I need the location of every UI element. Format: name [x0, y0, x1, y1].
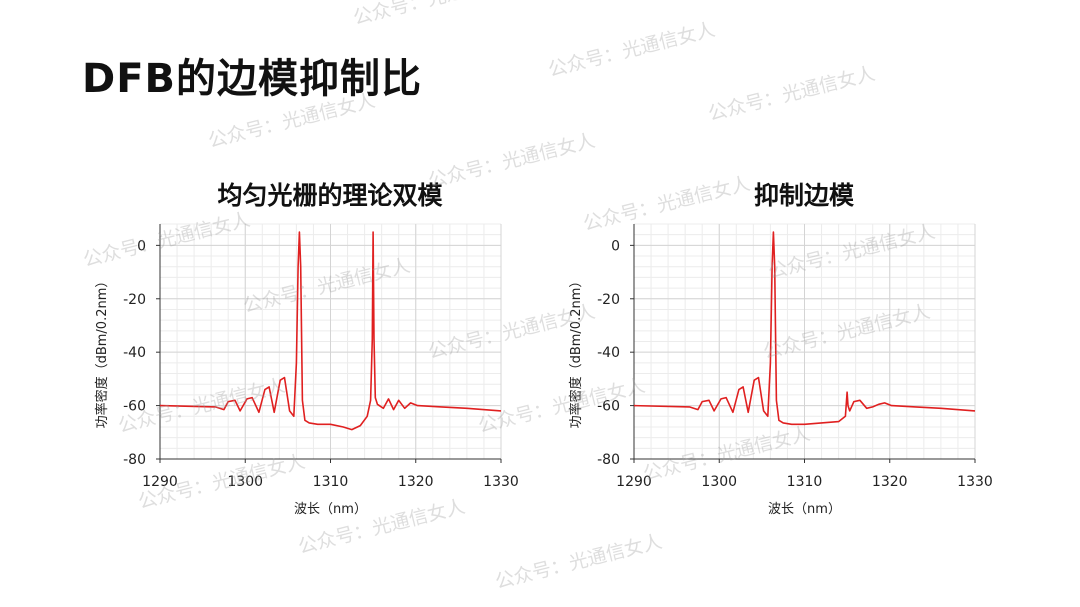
- x-tick-label: 1300: [227, 474, 263, 490]
- chart-title-right: 抑制边模: [753, 181, 854, 210]
- chart-title-left: 均匀光栅的理论双模: [217, 181, 443, 210]
- y-tick-label: 0: [137, 238, 146, 254]
- x-axis-label-right: 波长（nm）: [768, 502, 841, 517]
- y-tick-label: -80: [123, 452, 146, 468]
- x-tick-label: 1290: [616, 474, 652, 490]
- x-tick-label: 1310: [787, 474, 823, 490]
- x-axis-label-left: 波长（nm）: [294, 502, 367, 517]
- spectrum-line-right: [633, 231, 976, 426]
- x-tick-label: 1320: [398, 474, 434, 490]
- y-axis-label-left: 功率密度（dBm/0.2nm）: [94, 275, 110, 429]
- y-tick-label: 0: [611, 238, 620, 254]
- spectrum-line-left: [159, 231, 502, 431]
- slide-title: DFB的边模抑制比: [82, 56, 423, 102]
- x-tick-label: 1300: [701, 474, 737, 490]
- x-tick-label: 1290: [142, 474, 178, 490]
- y-tick-label: -60: [123, 399, 146, 415]
- y-tick-label: -20: [123, 292, 146, 308]
- x-tick-label: 1330: [483, 474, 519, 490]
- y-tick-label: -40: [123, 345, 146, 361]
- y-tick-label: -20: [597, 292, 620, 308]
- y-tick-label: -60: [597, 399, 620, 415]
- x-tick-label: 1320: [872, 474, 908, 490]
- x-tick-label: 1310: [313, 474, 349, 490]
- y-axis-label-right: 功率密度（dBm/0.2nm）: [568, 275, 584, 429]
- y-tick-label: -40: [597, 345, 620, 361]
- y-tick-label: -80: [597, 452, 620, 468]
- x-tick-label: 1330: [957, 474, 993, 490]
